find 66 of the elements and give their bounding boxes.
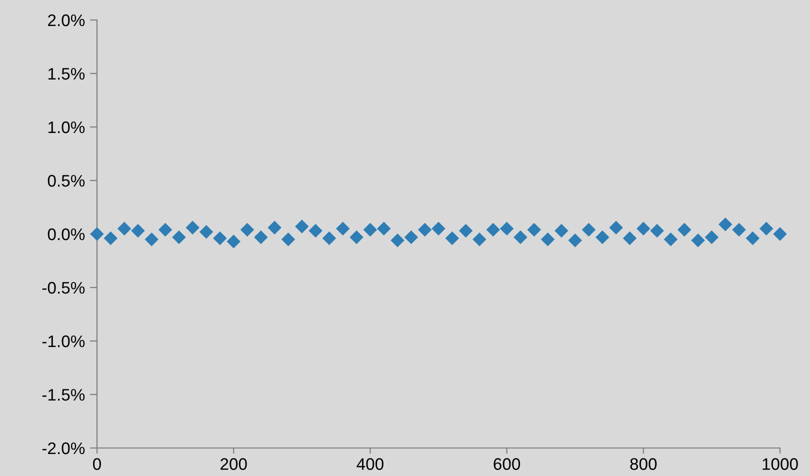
y-tick-label: 1.0% <box>48 121 85 134</box>
point <box>390 234 404 248</box>
point <box>295 220 309 234</box>
point <box>186 220 200 234</box>
point <box>404 230 418 244</box>
point <box>336 222 350 236</box>
point <box>732 222 746 237</box>
point <box>322 231 336 246</box>
point <box>226 234 240 248</box>
point <box>376 222 391 236</box>
x-tick-label: 600 <box>494 458 520 470</box>
point <box>704 230 719 244</box>
point <box>268 220 282 234</box>
point <box>117 222 132 236</box>
point <box>582 222 596 237</box>
point <box>445 231 460 246</box>
point <box>650 224 664 238</box>
y-tick-label: 2.0% <box>48 14 85 26</box>
point <box>636 222 650 236</box>
point <box>596 230 610 244</box>
point <box>664 232 678 246</box>
point <box>350 230 364 244</box>
point <box>90 227 104 241</box>
point <box>131 224 145 238</box>
point <box>144 232 159 246</box>
point <box>458 224 473 238</box>
point <box>199 224 214 239</box>
y-tick-label: -1.5% <box>42 388 85 401</box>
point <box>104 231 118 246</box>
point <box>472 232 486 246</box>
point <box>254 230 268 244</box>
point <box>158 222 172 237</box>
point <box>172 230 186 244</box>
point <box>678 222 692 237</box>
point <box>540 232 555 246</box>
point <box>554 224 568 238</box>
point <box>718 217 732 232</box>
x-tick-label: 800 <box>630 458 657 470</box>
point <box>773 227 787 241</box>
point <box>568 234 582 248</box>
point <box>527 222 541 237</box>
point <box>418 222 432 237</box>
point <box>609 220 623 234</box>
point <box>622 231 637 246</box>
point <box>759 222 774 236</box>
point <box>213 231 227 246</box>
point <box>432 222 446 236</box>
x-tick-label: 1000 <box>762 458 798 470</box>
y-tick-label: -1.0% <box>42 335 85 348</box>
point <box>514 230 528 244</box>
y-tick-label: -0.5% <box>42 282 85 294</box>
point <box>746 231 760 246</box>
point <box>363 222 378 237</box>
point <box>240 222 254 237</box>
point <box>281 232 296 246</box>
point <box>691 234 705 248</box>
x-tick-label: 400 <box>356 458 384 470</box>
point <box>308 224 322 238</box>
y-tick-label: 0.5% <box>48 174 85 187</box>
point <box>500 222 514 236</box>
y-tick-label: 0.0% <box>48 228 85 240</box>
x-tick-label: 0 <box>93 458 101 470</box>
x-tick-label: 200 <box>220 458 247 470</box>
point <box>486 222 500 237</box>
y-tick-label: 1.5% <box>48 68 85 80</box>
y-tick-label: -2.0% <box>42 442 85 454</box>
